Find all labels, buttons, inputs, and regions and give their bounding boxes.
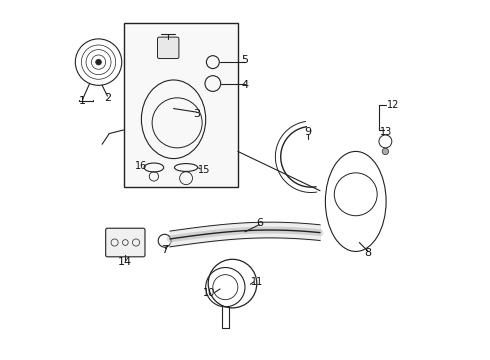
Text: 16: 16 — [135, 161, 147, 171]
Text: 3: 3 — [193, 109, 200, 119]
Text: 11: 11 — [251, 277, 264, 287]
Text: 14: 14 — [118, 257, 132, 267]
Text: 12: 12 — [387, 100, 399, 110]
Circle shape — [96, 59, 101, 65]
Text: 13: 13 — [380, 127, 392, 137]
Text: 1: 1 — [79, 96, 86, 107]
Text: 2: 2 — [104, 93, 111, 103]
Text: 9: 9 — [304, 127, 311, 137]
Text: 10: 10 — [203, 288, 216, 297]
Text: 4: 4 — [242, 80, 248, 90]
Text: 6: 6 — [256, 218, 263, 228]
Text: 7: 7 — [161, 245, 168, 255]
Circle shape — [382, 148, 389, 155]
Text: 8: 8 — [365, 248, 372, 258]
FancyBboxPatch shape — [157, 37, 179, 59]
FancyBboxPatch shape — [106, 228, 145, 257]
Text: 5: 5 — [242, 55, 248, 65]
Text: 15: 15 — [198, 165, 210, 175]
Bar — [123, 23, 238, 187]
